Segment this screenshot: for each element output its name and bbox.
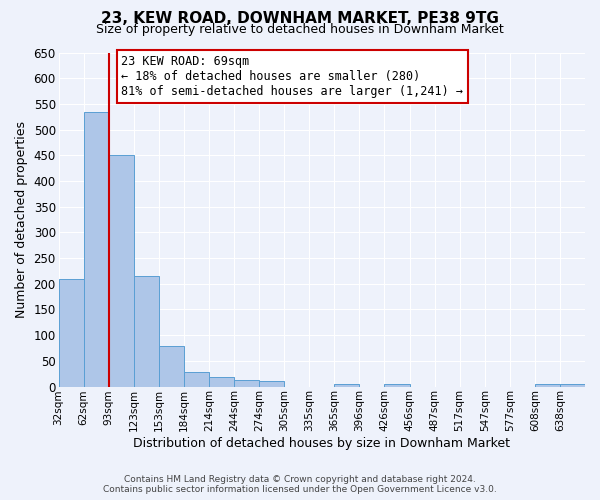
Y-axis label: Number of detached properties: Number of detached properties — [15, 121, 28, 318]
Bar — [560, 384, 585, 386]
X-axis label: Distribution of detached houses by size in Downham Market: Distribution of detached houses by size … — [133, 437, 510, 450]
Text: Contains HM Land Registry data © Crown copyright and database right 2024.
Contai: Contains HM Land Registry data © Crown c… — [103, 474, 497, 494]
Bar — [109, 156, 134, 386]
Bar — [83, 112, 109, 386]
Text: 23, KEW ROAD, DOWNHAM MARKET, PE38 9TG: 23, KEW ROAD, DOWNHAM MARKET, PE38 9TG — [101, 11, 499, 26]
Bar — [234, 380, 259, 386]
Bar — [535, 384, 560, 386]
Bar — [334, 384, 359, 386]
Bar — [259, 382, 284, 386]
Text: 23 KEW ROAD: 69sqm
← 18% of detached houses are smaller (280)
81% of semi-detach: 23 KEW ROAD: 69sqm ← 18% of detached hou… — [121, 55, 463, 98]
Bar — [209, 378, 234, 386]
Text: Size of property relative to detached houses in Downham Market: Size of property relative to detached ho… — [96, 22, 504, 36]
Bar — [385, 384, 410, 386]
Bar — [184, 372, 209, 386]
Bar — [134, 276, 159, 386]
Bar — [159, 346, 184, 387]
Bar — [59, 278, 83, 386]
